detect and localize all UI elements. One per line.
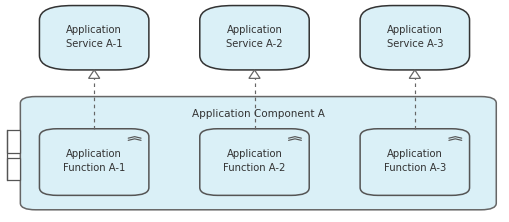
FancyBboxPatch shape bbox=[200, 6, 309, 70]
Text: Application
Function A-3: Application Function A-3 bbox=[384, 149, 446, 173]
Text: Application Component A: Application Component A bbox=[192, 109, 325, 119]
FancyBboxPatch shape bbox=[39, 129, 149, 195]
FancyBboxPatch shape bbox=[360, 129, 469, 195]
Text: Application
Function A-2: Application Function A-2 bbox=[223, 149, 286, 173]
Bar bbox=[7, 131, 20, 153]
Text: Application
Service A-2: Application Service A-2 bbox=[226, 25, 283, 49]
Text: Application
Service A-1: Application Service A-1 bbox=[66, 25, 123, 49]
FancyBboxPatch shape bbox=[200, 129, 309, 195]
FancyBboxPatch shape bbox=[20, 97, 496, 210]
FancyBboxPatch shape bbox=[39, 6, 149, 70]
Bar bbox=[7, 158, 20, 180]
Text: Application
Service A-3: Application Service A-3 bbox=[386, 25, 443, 49]
Text: Application
Function A-1: Application Function A-1 bbox=[63, 149, 125, 173]
FancyBboxPatch shape bbox=[360, 6, 469, 70]
